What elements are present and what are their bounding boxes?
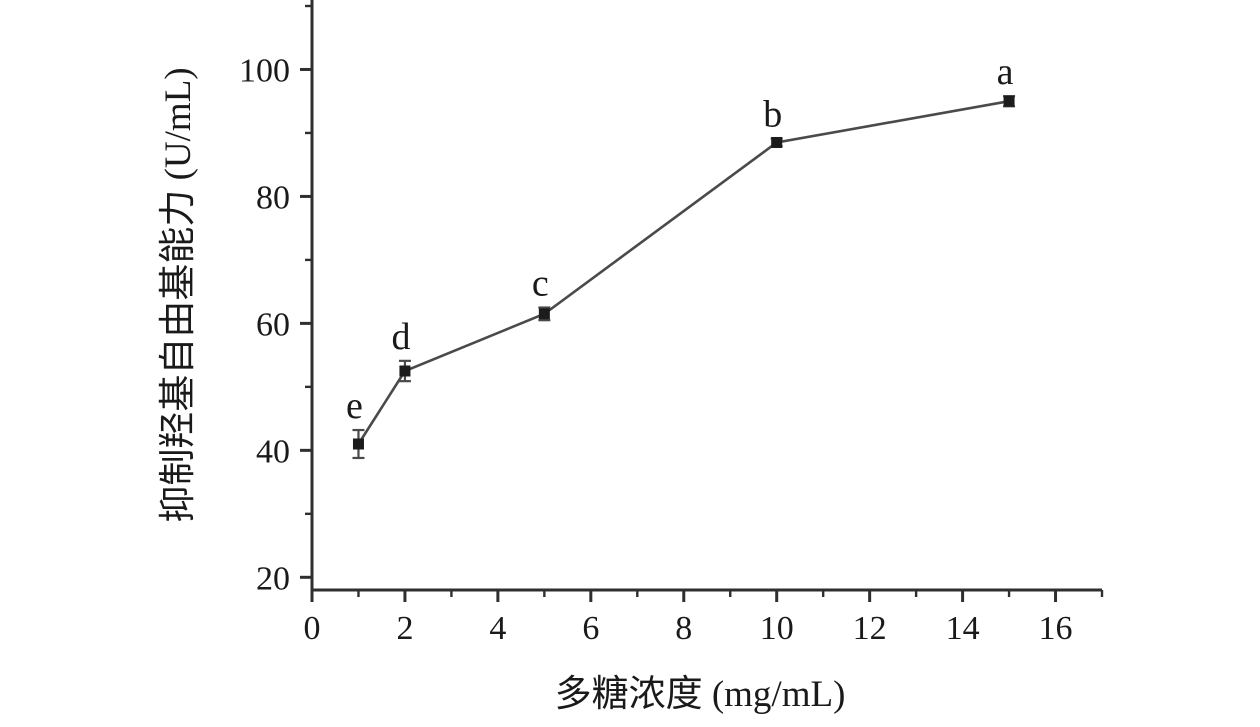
data-point-marker bbox=[352, 438, 364, 450]
x-tick-label: 12 bbox=[853, 610, 887, 647]
y-tick-label: 100 bbox=[239, 52, 290, 89]
y-axis-title: 抑制羟基自由基能力 (U/mL) bbox=[157, 67, 199, 522]
x-tick-label: 16 bbox=[1039, 610, 1073, 647]
axes-layer: 0 2 4 6 8 10 12 14 16 20 40 60 80 100 bbox=[239, 0, 1104, 647]
x-tick-label: 0 bbox=[304, 610, 321, 647]
x-tick-label: 10 bbox=[760, 610, 794, 647]
y-tick-label: 60 bbox=[256, 306, 290, 343]
series-line bbox=[357, 99, 1010, 445]
x-tick-label: 8 bbox=[675, 610, 692, 647]
data-point-marker bbox=[1003, 95, 1015, 107]
point-label: c bbox=[532, 263, 549, 305]
point-label: e bbox=[346, 385, 363, 427]
x-tick-label: 4 bbox=[489, 610, 506, 647]
x-tick-label: 14 bbox=[946, 610, 980, 647]
x-axis-title: 多糖浓度 (mg/mL) bbox=[555, 673, 846, 715]
y-tick-label: 20 bbox=[256, 560, 290, 597]
y-tick-label: 40 bbox=[256, 433, 290, 470]
y-tick-label: 80 bbox=[256, 179, 290, 216]
data-point-marker bbox=[399, 365, 411, 377]
point-label: b bbox=[763, 94, 782, 136]
data-point-marker bbox=[538, 308, 550, 320]
data-point-marker bbox=[771, 136, 783, 148]
point-label: d bbox=[391, 316, 410, 358]
x-tick-label: 2 bbox=[396, 610, 413, 647]
data-series-layer: ed c b a bbox=[346, 51, 1016, 460]
point-label: a bbox=[997, 51, 1014, 93]
x-tick-label: 6 bbox=[582, 610, 599, 647]
